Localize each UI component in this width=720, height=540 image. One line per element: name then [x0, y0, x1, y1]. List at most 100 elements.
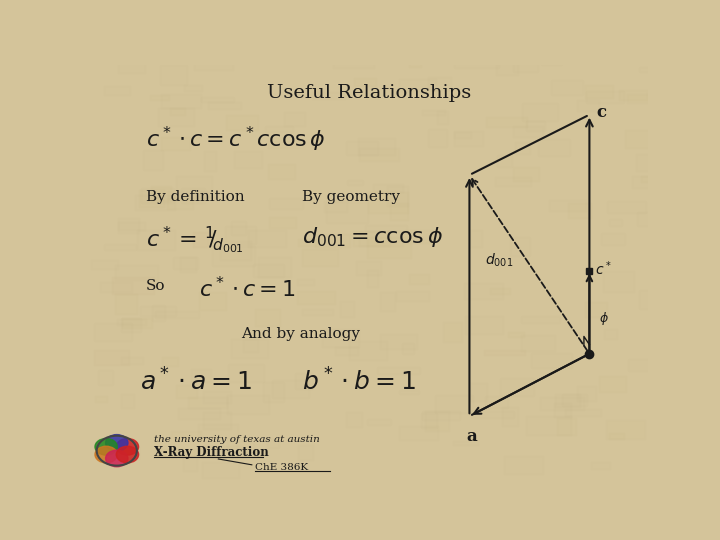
Bar — [482, 202, 515, 211]
Bar — [220, 241, 251, 260]
Bar — [422, 110, 445, 116]
Bar — [102, 131, 143, 137]
Circle shape — [95, 438, 117, 455]
Bar — [513, 126, 543, 137]
Bar — [178, 408, 220, 419]
Bar — [500, 227, 530, 245]
Bar — [540, 397, 584, 410]
Bar — [604, 329, 616, 339]
Bar — [189, 397, 227, 408]
Text: $d_{001}$: $d_{001}$ — [485, 252, 513, 269]
Bar — [537, 79, 574, 95]
Bar — [258, 313, 284, 317]
Bar — [95, 396, 107, 402]
Bar — [354, 78, 377, 85]
Bar — [513, 167, 539, 181]
Bar — [601, 233, 626, 245]
Bar — [526, 104, 541, 120]
Bar — [332, 460, 375, 465]
Bar — [359, 232, 403, 246]
Bar — [312, 92, 345, 99]
Bar — [554, 137, 579, 146]
Bar — [192, 368, 211, 382]
Bar — [639, 290, 663, 309]
Bar — [356, 148, 398, 164]
Bar — [202, 412, 230, 429]
Bar — [231, 221, 246, 235]
Text: Useful Relationships: Useful Relationships — [267, 84, 471, 102]
Bar — [135, 195, 176, 210]
Bar — [618, 340, 649, 355]
Bar — [115, 265, 158, 280]
Bar — [226, 115, 258, 130]
Bar — [298, 445, 312, 461]
Bar — [367, 238, 410, 258]
Bar — [148, 87, 189, 105]
Bar — [443, 322, 462, 342]
Bar — [255, 309, 280, 326]
Bar — [572, 80, 595, 86]
Bar — [117, 222, 145, 231]
Bar — [590, 462, 610, 469]
Bar — [345, 372, 377, 381]
Text: $\mathit{c}^* \cdot \mathit{c} = 1$: $\mathit{c}^* \cdot \mathit{c} = 1$ — [199, 277, 296, 302]
Bar — [141, 188, 174, 203]
Bar — [233, 200, 254, 220]
Bar — [269, 198, 302, 209]
Text: And by analogy: And by analogy — [240, 327, 360, 341]
Text: By geometry: By geometry — [302, 190, 400, 204]
Bar — [104, 86, 130, 95]
Bar — [127, 447, 139, 458]
Bar — [340, 301, 354, 318]
Bar — [618, 303, 660, 318]
Bar — [554, 394, 580, 407]
Bar — [612, 112, 634, 125]
Bar — [636, 154, 672, 171]
Bar — [484, 350, 525, 355]
Bar — [253, 265, 284, 277]
Bar — [437, 111, 449, 124]
Bar — [631, 102, 669, 109]
Bar — [176, 177, 212, 197]
Bar — [521, 335, 555, 352]
Bar — [225, 159, 246, 168]
Bar — [231, 339, 268, 358]
Bar — [199, 446, 242, 456]
Bar — [527, 434, 554, 446]
Bar — [346, 141, 378, 154]
Bar — [352, 399, 369, 418]
Bar — [565, 409, 600, 416]
Bar — [368, 192, 408, 213]
Bar — [269, 217, 296, 228]
Bar — [495, 177, 531, 186]
Bar — [503, 407, 518, 426]
Bar — [604, 405, 624, 412]
Circle shape — [116, 446, 138, 463]
Bar — [302, 309, 333, 315]
Bar — [455, 69, 499, 77]
Bar — [257, 374, 279, 380]
Bar — [528, 455, 543, 473]
Bar — [521, 315, 560, 323]
Bar — [199, 292, 226, 310]
Bar — [526, 416, 570, 435]
Bar — [346, 384, 382, 391]
Text: So: So — [145, 279, 166, 293]
Text: By definition: By definition — [145, 190, 244, 204]
Bar — [202, 462, 239, 477]
Bar — [284, 112, 305, 126]
Bar — [454, 132, 471, 138]
Bar — [399, 79, 436, 91]
Bar — [399, 300, 433, 316]
Bar — [564, 326, 593, 339]
Bar — [577, 100, 599, 111]
Bar — [117, 409, 131, 417]
Bar — [323, 329, 359, 347]
Bar — [152, 305, 166, 321]
Bar — [603, 271, 634, 292]
Bar — [98, 370, 113, 385]
Bar — [258, 258, 292, 278]
Text: $\mathit{c}^* = \,^1\!\!/\!_{d_{001}}$: $\mathit{c}^* = \,^1\!\!/\!_{d_{001}}$ — [145, 225, 243, 256]
Bar — [107, 299, 148, 314]
Bar — [414, 332, 445, 336]
